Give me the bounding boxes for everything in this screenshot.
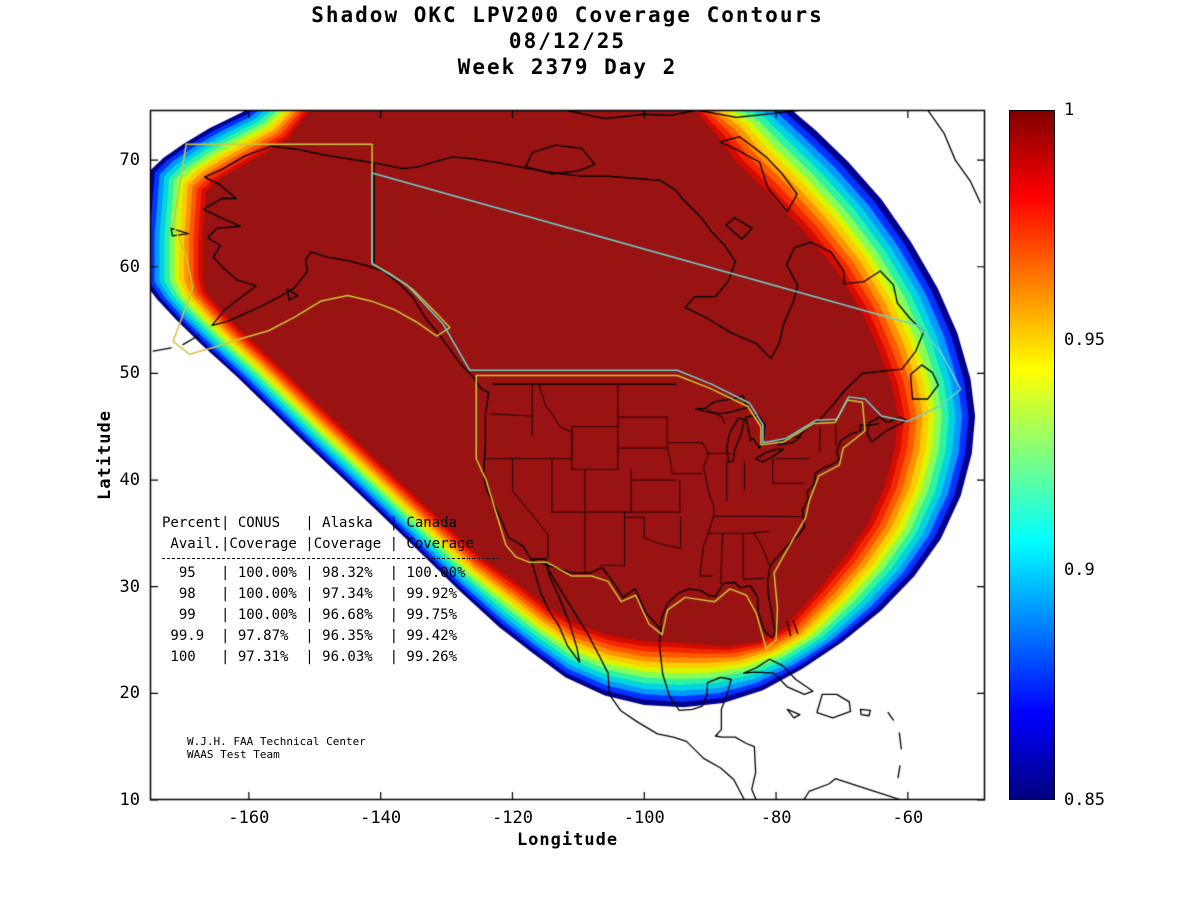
y-tick-label: 70 xyxy=(119,150,140,171)
colorbar-tick-label: 0.95 xyxy=(1064,329,1105,350)
y-tick-label: 60 xyxy=(119,256,140,277)
coverage-table-row: 98 | 100.00% | 97.34% | 99.92% xyxy=(162,586,458,602)
y-tick-label: 30 xyxy=(119,576,140,597)
y-tick-label: 10 xyxy=(119,790,140,810)
x-tick-label: -120 xyxy=(491,808,533,828)
coverage-table-row: 99.9 | 97.87% | 96.35% | 99.42% xyxy=(162,628,458,644)
x-tick-label: -160 xyxy=(228,808,270,828)
coverage-table-header-line: Avail.|Coverage |Coverage | Coverage xyxy=(162,536,474,552)
x-tick-label: -140 xyxy=(360,808,402,828)
title-line-1: Shadow OKC LPV200 Coverage Contours xyxy=(311,3,824,27)
colorbar-tick-label: 0.9 xyxy=(1064,560,1095,581)
attribution-line-2: WAAS Test Team xyxy=(187,748,280,761)
title-line-2: 08/12/25 xyxy=(508,29,627,53)
attribution-line-1: W.J.H. FAA Technical Center xyxy=(187,735,366,748)
coverage-table-row: 100 | 97.31% | 96.03% | 99.26% xyxy=(162,649,458,665)
x-tick-label: -80 xyxy=(760,808,792,828)
coverage-table-row: 99 | 100.00% | 96.68% | 99.75% xyxy=(162,607,458,623)
y-tick-label: 20 xyxy=(119,683,140,704)
x-tick-label: -60 xyxy=(892,808,924,828)
colorbar-tick-label: 1 xyxy=(1064,100,1075,120)
y-tick-label: 40 xyxy=(119,470,140,491)
chart-title-block: Shadow OKC LPV200 Coverage Contours 08/1… xyxy=(150,2,985,80)
colorbar-tick-label: 0.85 xyxy=(1064,790,1105,810)
coverage-table-separator xyxy=(162,558,500,559)
x-axis-label: Longitude xyxy=(516,830,619,850)
title-line-3: Week 2379 Day 2 xyxy=(457,55,678,79)
coverage-table-row: 95 | 100.00% | 98.32% | 100.00% xyxy=(162,565,466,581)
y-tick-label: 50 xyxy=(119,363,140,384)
coverage-table-header-line: Percent| CONUS | Alaska | Canada xyxy=(162,515,458,531)
colorbar-gradient xyxy=(1009,110,1055,800)
coverage-table: Percent| CONUS | Alaska | Canada Avail.|… xyxy=(162,513,500,668)
x-tick-label: -100 xyxy=(623,808,665,828)
attribution-block: W.J.H. FAA Technical Center WAAS Test Te… xyxy=(187,735,366,761)
